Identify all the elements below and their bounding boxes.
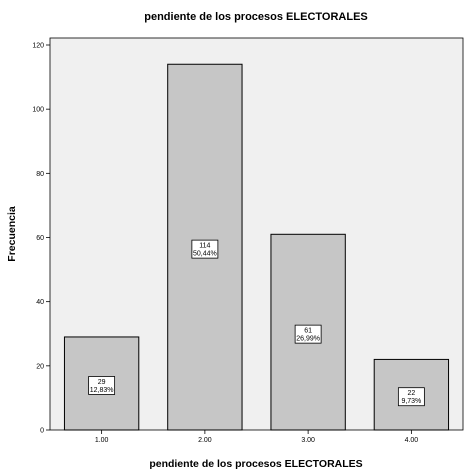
data-label-percent: 26,99% [296, 336, 320, 343]
y-tick-label: 60 [36, 235, 44, 242]
x-tick-label: 3.00 [301, 437, 315, 444]
data-label-count: 22 [407, 390, 415, 397]
data-label-box [294, 324, 322, 344]
y-tick-label: 120 [32, 43, 44, 50]
y-tick-label: 0 [40, 428, 44, 435]
y-tick-label: 20 [36, 363, 44, 370]
data-label-percent: 12,83% [90, 387, 114, 394]
y-tick-label: 80 [36, 171, 44, 178]
chart-title: pendiente de los procesos ELECTORALES [144, 11, 368, 23]
data-label-count: 61 [304, 328, 312, 335]
data-label-box [88, 376, 116, 395]
x-tick-label: 4.00 [405, 437, 419, 444]
x-tick-label: 1.00 [95, 437, 109, 444]
x-tick-label: 2.00 [198, 437, 212, 444]
data-label-percent: 50,44% [193, 251, 217, 258]
y-tick-label: 100 [32, 107, 44, 114]
data-label-count: 29 [98, 379, 106, 386]
x-axis-label: pendiente de los procesos ELECTORALES [149, 458, 362, 470]
data-label-box [191, 239, 219, 259]
data-label-count: 114 [199, 243, 210, 250]
data-label-box [397, 387, 425, 407]
y-tick-label: 40 [36, 299, 44, 306]
data-label-percent: 9,73% [401, 398, 421, 405]
y-axis-label: Frecuencia [6, 206, 18, 262]
